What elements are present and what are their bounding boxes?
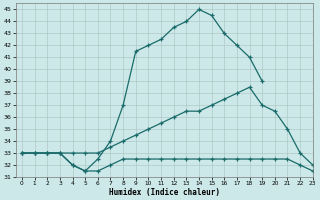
X-axis label: Humidex (Indice chaleur): Humidex (Indice chaleur) <box>109 188 220 197</box>
